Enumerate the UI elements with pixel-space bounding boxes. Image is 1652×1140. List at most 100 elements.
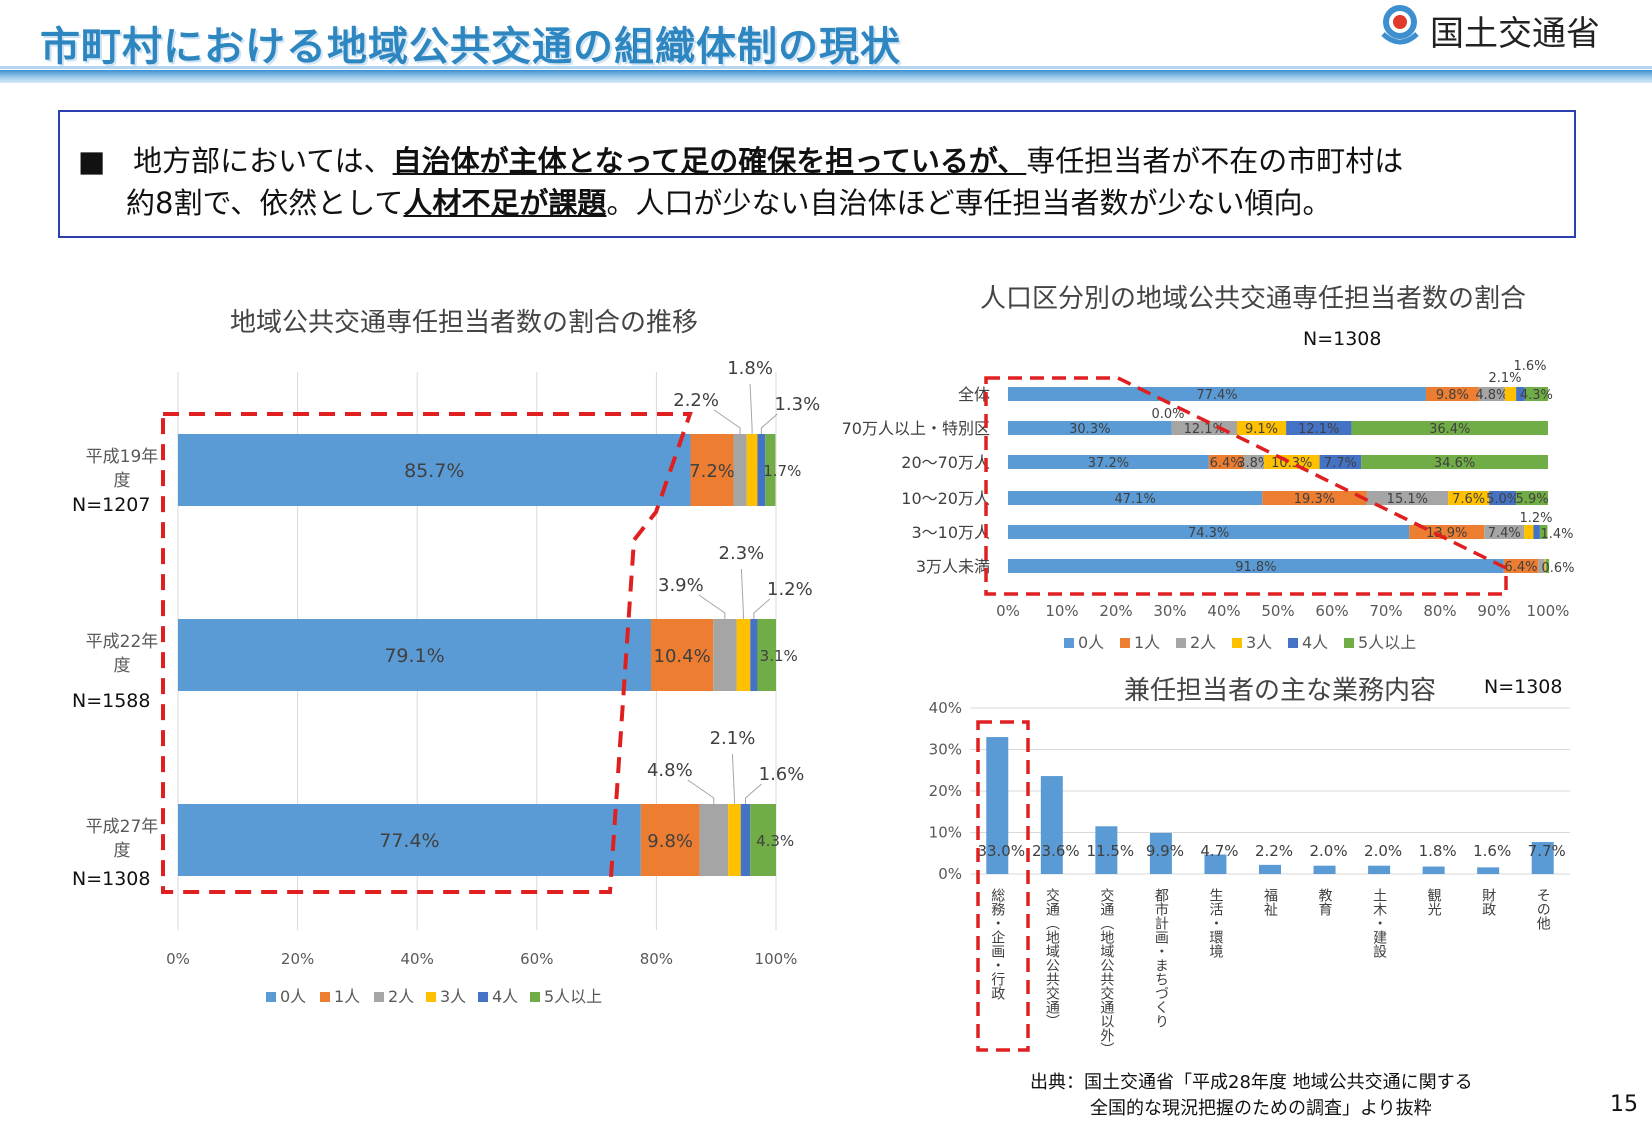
chart2-data-label: 6.4% xyxy=(1504,560,1537,575)
chart2-bar-segment xyxy=(1366,491,1449,505)
chart2-bar-segment xyxy=(1351,421,1548,435)
chart2-data-label: 5.9% xyxy=(1516,492,1549,507)
chart2-bar-segment xyxy=(1008,525,1410,539)
chart1-data-label: 3.1% xyxy=(760,647,798,665)
chart3-category-label: 交通（地域公共交通以外） xyxy=(1098,887,1114,1056)
chart1-data-label: 2.1% xyxy=(710,728,756,749)
chart2-bar-segment xyxy=(1524,387,1548,401)
chart2-bar-segment xyxy=(1243,455,1264,469)
chart2-bar-segment xyxy=(1008,421,1172,435)
summary-bullet: ■ xyxy=(78,144,106,178)
chart2-legend-swatch xyxy=(1288,638,1298,648)
chart3-y-tick: 40% xyxy=(929,699,962,717)
chart2-legend-label: 5人以上 xyxy=(1358,633,1416,652)
chart1-highlight-outline xyxy=(161,412,693,894)
chart1-title: 地域公共交通専任担当者数の割合の推移 xyxy=(230,308,699,338)
chart2-bar-segment xyxy=(1008,387,1426,401)
chart1-legend-label: 3人 xyxy=(440,987,466,1006)
chart2-bar-segment xyxy=(1286,421,1352,435)
chart3-data-label: 11.5% xyxy=(1087,842,1135,860)
chart2-data-label: 4.8% xyxy=(1475,388,1508,403)
chart1-bar-segment xyxy=(178,434,691,506)
chart3-data-label: 9.9% xyxy=(1146,842,1184,860)
chart2-legend-label: 1人 xyxy=(1134,633,1160,652)
chart3-category-label: 財政 xyxy=(1480,888,1496,916)
chart3-bar xyxy=(1095,826,1118,874)
chart1-callout-line xyxy=(760,413,778,434)
chart2-x-tick: 80% xyxy=(1423,602,1456,620)
chart3-category-label: 都市計画・まちづくり xyxy=(1153,888,1169,1028)
chart3-category-label: 総務・企画・行政 xyxy=(989,888,1005,1000)
chart1-x-tick: 60% xyxy=(520,950,553,968)
chart2-bar-segment xyxy=(1409,525,1485,539)
chart1-data-label: 1.8% xyxy=(727,358,773,379)
chart2-legend-swatch xyxy=(1120,638,1130,648)
chart2-data-label: 7.4% xyxy=(1488,526,1521,541)
chart3-data-label: 2.0% xyxy=(1364,842,1402,860)
chart1-legend-swatch xyxy=(374,992,384,1002)
chart1-bar-segment xyxy=(757,434,766,506)
chart3-data-label: 1.6% xyxy=(1473,842,1511,860)
chart2-legend-label: 4人 xyxy=(1302,633,1328,652)
chart1-data-label: 1.6% xyxy=(759,764,805,785)
chart1-category-label: 平成22年 xyxy=(86,632,159,652)
chart2-data-label: 91.8% xyxy=(1235,560,1276,575)
chart2-x-tick: 0% xyxy=(996,602,1020,620)
chart1-data-label: 85.7% xyxy=(404,460,464,482)
chart2-x-tick: 50% xyxy=(1261,602,1294,620)
chart2-category-label: 3万人未満 xyxy=(916,557,990,576)
chart2-x-tick: 100% xyxy=(1527,602,1570,620)
ministry-name: 国土交通省 xyxy=(1430,14,1600,54)
chart1-bar-segment xyxy=(713,619,737,691)
title-underline xyxy=(0,70,1652,83)
chart2-x-tick: 20% xyxy=(1099,602,1132,620)
chart2-x-tick: 40% xyxy=(1207,602,1240,620)
chart2-category-label: 3～10万人 xyxy=(911,523,990,542)
chart2-data-label: 5.0% xyxy=(1486,492,1519,507)
chart1-bar-segment xyxy=(178,804,641,876)
chart2-data-label: 15.1% xyxy=(1387,492,1428,507)
chart1-n-label: N=1207 xyxy=(72,494,151,516)
chart2-bar-segment xyxy=(1524,525,1534,539)
chart2-bar-segment xyxy=(1361,455,1548,469)
chart1-bar-segment xyxy=(651,619,714,691)
chart1-data-label: 4.8% xyxy=(647,760,693,781)
ministry-logo-icon xyxy=(1381,5,1419,45)
chart2-x-tick: 10% xyxy=(1045,602,1078,620)
title-underline-top xyxy=(0,66,1652,69)
chart1-data-label: 4.3% xyxy=(756,832,794,850)
chart3-bar xyxy=(1204,854,1227,874)
chart3-y-tick: 10% xyxy=(929,824,962,842)
chart2-legend-swatch xyxy=(1232,638,1242,648)
chart2-bar-segment xyxy=(1516,491,1548,505)
chart1-bar-segment xyxy=(733,434,747,506)
chart2-category-label: 全体 xyxy=(958,385,990,404)
chart2-category-label: 10～20万人 xyxy=(901,489,990,508)
chart1-category-label: 度 xyxy=(114,841,131,861)
chart1-data-label: 2.2% xyxy=(673,390,719,411)
chart3-data-label: 2.2% xyxy=(1255,842,1293,860)
chart2-data-label: 9.1% xyxy=(1245,422,1278,437)
chart3-n-label: N=1308 xyxy=(1484,676,1563,698)
chart1-callout-line xyxy=(731,753,735,804)
chart2-bar-segment xyxy=(1533,525,1540,539)
chart2-data-label: 2.1% xyxy=(1488,371,1521,386)
chart2-bar-segment xyxy=(1319,455,1362,469)
chart2-data-label: 6.4% xyxy=(1210,456,1243,471)
chart1-bar-segment xyxy=(736,619,751,691)
chart2-x-tick: 60% xyxy=(1315,602,1348,620)
chart1-bar-segment xyxy=(640,804,700,876)
chart3-bar xyxy=(1149,832,1172,874)
chart1-callout-line xyxy=(698,594,726,619)
chart3-category-label: 観光 xyxy=(1426,887,1442,917)
chart1-legend-swatch xyxy=(478,992,488,1002)
chart1-legend-label: 2人 xyxy=(388,987,414,1006)
chart3-category-label: 教育 xyxy=(1317,888,1333,916)
chart2-bar-segment xyxy=(1008,559,1504,573)
chart2-data-label: 74.3% xyxy=(1188,526,1229,541)
chart1-bar-segment xyxy=(728,804,741,876)
chart3-bar xyxy=(1477,867,1500,874)
chart2-data-label: 0.6% xyxy=(1541,561,1574,576)
chart3-title: 兼任担当者の主な業務内容 xyxy=(1124,676,1437,706)
chart2-data-label: 7.7% xyxy=(1324,456,1357,471)
